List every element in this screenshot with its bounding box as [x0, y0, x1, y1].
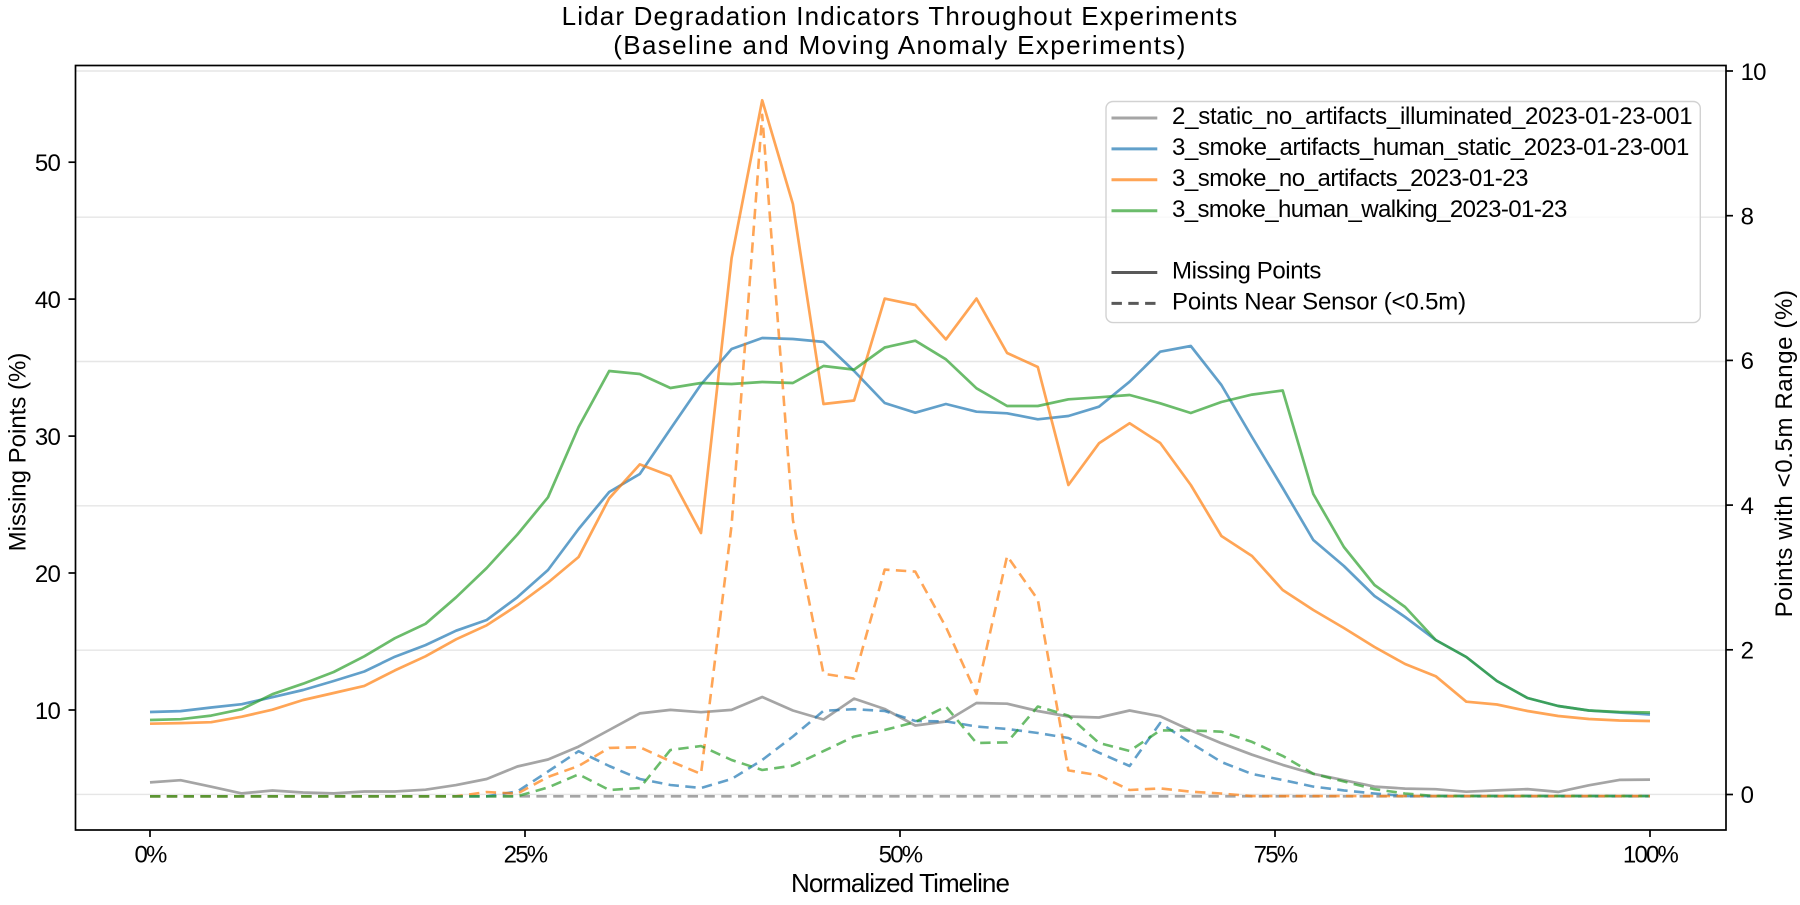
- svg-text:3_smoke_artifacts_human_static: 3_smoke_artifacts_human_static_2023-01-2…: [1172, 134, 1689, 161]
- svg-text:2: 2: [1741, 638, 1754, 665]
- svg-text:75%: 75%: [1254, 841, 1298, 868]
- svg-text:Normalized Timeline: Normalized Timeline: [791, 868, 1010, 898]
- svg-text:25%: 25%: [504, 841, 548, 868]
- svg-text:100%: 100%: [1623, 841, 1679, 868]
- svg-text:20: 20: [35, 561, 61, 588]
- svg-text:Missing Points (%): Missing Points (%): [5, 353, 32, 552]
- svg-text:30: 30: [35, 424, 61, 451]
- svg-text:(Baseline and Moving Anomaly E: (Baseline and Moving Anomaly Experiments…: [613, 30, 1187, 60]
- svg-text:50: 50: [35, 150, 61, 177]
- svg-text:50%: 50%: [879, 841, 923, 868]
- svg-text:Missing Points: Missing Points: [1172, 258, 1321, 285]
- svg-text:0%: 0%: [134, 841, 167, 868]
- svg-text:2_static_no_artifacts_illumina: 2_static_no_artifacts_illuminated_2023-0…: [1172, 103, 1692, 130]
- svg-text:3_smoke_no_artifacts_2023-01-2: 3_smoke_no_artifacts_2023-01-23: [1172, 165, 1528, 192]
- svg-text:Lidar Degradation Indicators T: Lidar Degradation Indicators Throughout …: [562, 1, 1239, 31]
- svg-text:0: 0: [1741, 782, 1754, 809]
- svg-text:10: 10: [35, 698, 61, 725]
- svg-text:4: 4: [1741, 493, 1754, 520]
- svg-text:8: 8: [1741, 203, 1754, 230]
- svg-text:6: 6: [1741, 348, 1754, 375]
- svg-text:40: 40: [35, 287, 61, 314]
- svg-text:10: 10: [1741, 59, 1767, 86]
- svg-text:Points Near Sensor (<0.5m): Points Near Sensor (<0.5m): [1172, 289, 1466, 316]
- svg-text:3_smoke_human_walking_2023-01-: 3_smoke_human_walking_2023-01-23: [1172, 196, 1567, 223]
- svg-text:Points with <0.5m Range (%): Points with <0.5m Range (%): [1771, 289, 1798, 617]
